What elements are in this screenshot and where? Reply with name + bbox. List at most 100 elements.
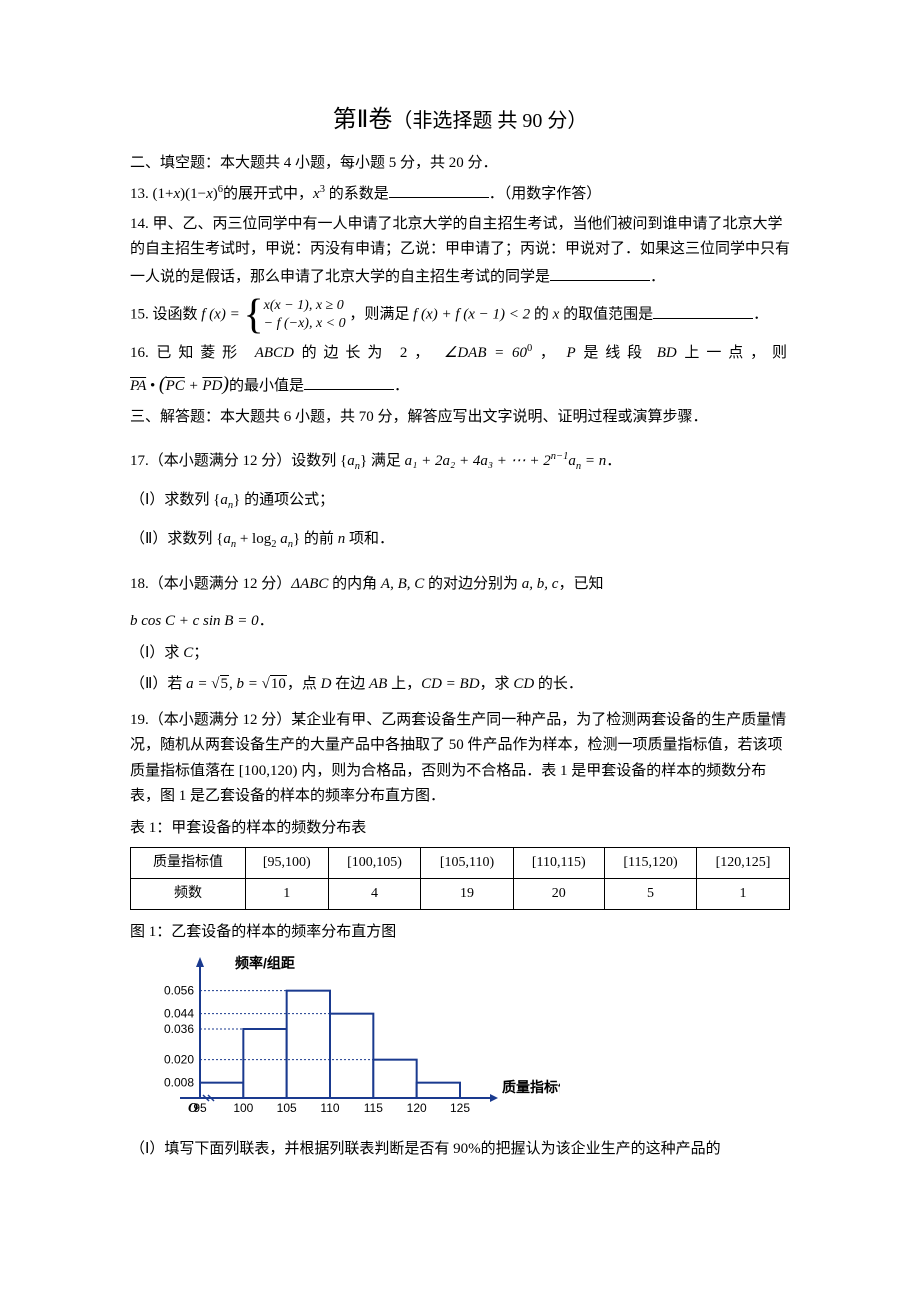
q18-p2-on2: 上， bbox=[387, 676, 421, 692]
q17-part1: （Ⅰ）求数列 {an} 的通项公式； bbox=[130, 488, 790, 515]
q16-plus: + bbox=[185, 378, 203, 394]
table-rowlabel: 频数 bbox=[131, 879, 246, 910]
q16-t1: 已知菱形 bbox=[156, 345, 254, 361]
q19-chart-caption: 图 1：乙套设备的样本的频率分布直方图 bbox=[130, 920, 790, 946]
q13-blank bbox=[389, 180, 489, 198]
q13-text3: ．（用数字作答） bbox=[489, 186, 602, 202]
table-header: [95,100) bbox=[245, 848, 328, 879]
table-cell: 20 bbox=[513, 879, 604, 910]
q18-p2-c: , b = bbox=[229, 676, 262, 692]
q17-eq2: = n bbox=[581, 453, 606, 469]
q17-t2: } 满足 bbox=[360, 453, 405, 469]
q19-num: 19. bbox=[130, 712, 149, 728]
table-header: [110,115) bbox=[513, 848, 604, 879]
q19-table-caption: 表 1：甲套设备的样本的频数分布表 bbox=[130, 816, 790, 842]
q15-fx: f (x) = bbox=[201, 307, 239, 323]
q17-eq: a₁ + 2a₂ + 4a₃ + ⋯ + 2 bbox=[405, 453, 551, 469]
q16-abcd: ABCD bbox=[255, 345, 294, 361]
q17-period: ． bbox=[606, 453, 621, 469]
q18-eq: b cos C + c sin B = 0． bbox=[130, 609, 790, 635]
q13-t1: (1+ bbox=[153, 186, 174, 202]
q14-num: 14. bbox=[130, 216, 153, 232]
table-header: 质量指标值 bbox=[131, 848, 246, 879]
page-title: 第Ⅱ卷（非选择题 共 90 分） bbox=[130, 100, 790, 141]
title-main: 第Ⅱ卷 bbox=[333, 107, 393, 133]
q18-t2: 的内角 bbox=[328, 576, 381, 592]
svg-text:110: 110 bbox=[320, 1101, 339, 1115]
q18-part2: （Ⅱ）若 a = √5, b = √10，点 D 在边 AB 上，CD = BD… bbox=[130, 672, 790, 698]
q18-period: ． bbox=[259, 613, 274, 629]
q18-num: 18. bbox=[130, 576, 149, 592]
title-sub: （非选择题 共 90 分） bbox=[392, 110, 587, 132]
table-header: [100,105) bbox=[328, 848, 421, 879]
q16-period: ． bbox=[394, 378, 409, 394]
q18-p2-end: 的长． bbox=[534, 676, 583, 692]
q18-p1-t: （Ⅰ）求 bbox=[130, 645, 183, 661]
q16-t5: 上一点，则 bbox=[684, 345, 790, 361]
q13-num: 13. bbox=[130, 186, 153, 202]
section-2-header: 二、填空题：本大题共 4 小题，每小题 5 分，共 20 分． bbox=[130, 151, 790, 177]
q15-num: 15. bbox=[130, 307, 153, 323]
q13-text2: 的系数是 bbox=[325, 186, 389, 202]
q16-t6: 的最小值是 bbox=[229, 378, 304, 394]
q19-chart: 0.0080.0200.0360.0440.056951001051101151… bbox=[130, 953, 790, 1123]
q15-case1: x(x − 1), x ≥ 0 bbox=[264, 298, 344, 313]
svg-text:O: O bbox=[188, 1101, 198, 1116]
q15-brace: { bbox=[243, 294, 263, 336]
q17-p1-end: } 的通项公式； bbox=[233, 492, 334, 508]
q18-abc: A, B, C bbox=[381, 576, 424, 592]
q16-deg: 0 bbox=[527, 343, 532, 354]
q14-period: ． bbox=[650, 269, 665, 285]
table-header-row: 质量指标值 [95,100) [100,105) [105,110) [110,… bbox=[131, 848, 790, 879]
q16-pd: PD bbox=[202, 378, 222, 394]
q13: 13. (1+x)(1−x)6的展开式中，x3 的系数是．（用数字作答） bbox=[130, 180, 790, 208]
q18-part1: （Ⅰ）求 C； bbox=[130, 641, 790, 667]
q16-t2: 的边长为 2， bbox=[302, 345, 437, 361]
q18-p2-10: 10 bbox=[270, 675, 287, 692]
q15-blank bbox=[653, 301, 753, 319]
q19-t1: （本小题满分 12 分）某企业有甲、乙两套设备生产同一种产品，为了检测两套设备的… bbox=[130, 712, 786, 805]
table-header: [120,125] bbox=[697, 848, 790, 879]
svg-text:0.044: 0.044 bbox=[164, 1007, 194, 1021]
table-cell: 1 bbox=[697, 879, 790, 910]
q18-p2-cd2: CD bbox=[513, 676, 534, 692]
q18-p2-on: 在边 bbox=[331, 676, 369, 692]
section-3-header: 三、解答题：本大题共 6 小题，共 70 分，解答应写出文字说明、证明过程或演算… bbox=[130, 405, 790, 431]
svg-text:频率/组距: 频率/组距 bbox=[235, 955, 295, 971]
q17: 17.（本小题满分 12 分）设数列 {an} 满足 a₁ + 2a₂ + 4a… bbox=[130, 448, 790, 476]
q18-t4: ，已知 bbox=[558, 576, 603, 592]
q17-p2-sum: 项和． bbox=[345, 531, 394, 547]
svg-text:0.008: 0.008 bbox=[164, 1076, 194, 1090]
q17-part2: （Ⅱ）求数列 {an + log2 an} 的前 n 项和． bbox=[130, 527, 790, 554]
q14-text: 甲、乙、丙三位同学中有一人申请了北京大学的自主招生考试，当他们被问到谁申请了北京… bbox=[130, 216, 790, 285]
q16-pa: PA bbox=[130, 378, 146, 394]
table-cell: 1 bbox=[245, 879, 328, 910]
q17-p2-plus: + log bbox=[236, 531, 271, 547]
q16-t4: 是线段 bbox=[583, 345, 649, 361]
q17-p2-a2: a bbox=[276, 531, 287, 547]
q16-num: 16. bbox=[130, 345, 156, 361]
q18-p2-cd: CD = BD bbox=[421, 676, 479, 692]
svg-text:质量指标值: 质量指标值 bbox=[502, 1079, 560, 1095]
svg-text:105: 105 bbox=[277, 1101, 297, 1115]
q15-case2: − f (−x), x < 0 bbox=[264, 316, 346, 331]
svg-text:115: 115 bbox=[364, 1101, 383, 1115]
q15-t4: 的取值范围是 bbox=[559, 307, 653, 323]
q13-text1: 的展开式中， bbox=[223, 186, 313, 202]
q16-angle: ∠DAB = 60 bbox=[444, 345, 527, 361]
q18-tri: ΔABC bbox=[291, 576, 328, 592]
q15-t1: 设函数 bbox=[153, 307, 202, 323]
q18-p2-d: D bbox=[321, 676, 332, 692]
q15-period: ． bbox=[753, 307, 768, 323]
q18-p2-ab: AB bbox=[369, 676, 387, 692]
q13-x2: x bbox=[206, 186, 213, 202]
q18-p2-t: （Ⅱ）若 bbox=[130, 676, 186, 692]
q18-abc2: a, b, c bbox=[522, 576, 559, 592]
svg-text:125: 125 bbox=[450, 1101, 470, 1115]
q13-x3: x bbox=[313, 186, 320, 202]
q19-part1: （Ⅰ）填写下面列联表，并根据列联表判断是否有 90%的把握认为该企业生产的这种产… bbox=[130, 1137, 790, 1163]
q16-line2: PA • (PC + PD)的最小值是． bbox=[130, 367, 790, 401]
q13-t2: )(1− bbox=[180, 186, 206, 202]
svg-text:0.056: 0.056 bbox=[164, 984, 194, 998]
q15-cond: f (x) + f (x − 1) < 2 bbox=[413, 307, 530, 323]
